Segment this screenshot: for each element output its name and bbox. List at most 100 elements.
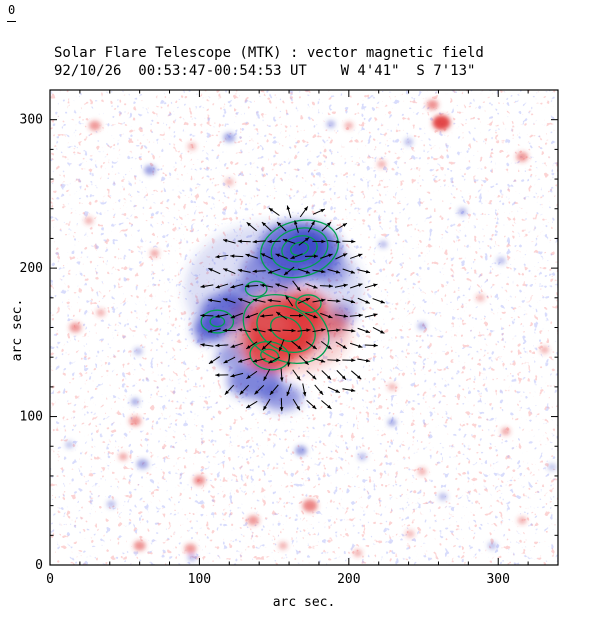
vector-arrowhead: [276, 311, 281, 316]
vector-arrowhead: [350, 270, 355, 274]
vector-arrowhead: [351, 239, 356, 244]
vector-arrowhead: [263, 376, 268, 381]
x-tick-label: 300: [486, 572, 509, 587]
contour-ring: [270, 315, 303, 342]
vector-arrowhead: [321, 328, 326, 332]
vector-arrowhead: [303, 206, 308, 211]
contour-ring: [244, 280, 268, 298]
vector-arrowhead: [252, 298, 258, 302]
vector-arrowhead: [380, 299, 385, 304]
y-tick-label: 300: [20, 113, 43, 128]
vector-arrowhead: [267, 239, 272, 244]
vector-arrowhead: [268, 359, 273, 364]
vector-arrowhead: [342, 223, 347, 227]
y-axis-label: arc sec.: [10, 298, 25, 362]
vector-arrowhead: [267, 328, 272, 333]
vector-arrowhead: [312, 345, 317, 350]
vector-arrowhead: [200, 284, 205, 289]
vector-arrowhead: [290, 255, 295, 259]
x-axis-label: arc sec.: [272, 595, 336, 610]
vector-arrowhead: [230, 314, 236, 319]
vector-arrowhead: [252, 328, 258, 332]
vector-arrowhead: [365, 329, 370, 334]
y-tick-label: 0: [35, 558, 43, 573]
vector-arrowhead: [252, 358, 258, 363]
vector-arrowhead: [302, 391, 307, 397]
vector-arrowhead: [313, 254, 318, 259]
contour-ring: [260, 219, 339, 279]
vector-arrowhead: [380, 330, 385, 334]
vector-arrowhead: [215, 284, 220, 289]
contour-ring: [256, 305, 316, 353]
vector-arrowhead: [365, 358, 371, 363]
vector-arrowhead: [282, 238, 288, 243]
vector-arrowhead: [350, 388, 356, 393]
vector-arrowhead: [239, 390, 244, 395]
vector-arrowhead: [223, 359, 228, 364]
x-tick-label: 100: [188, 572, 211, 587]
vector-arrowhead: [263, 405, 267, 411]
vector-arrowhead: [200, 313, 205, 318]
vector-arrowhead: [246, 222, 251, 227]
vector-arrowhead: [223, 268, 228, 272]
vector-arrowhead: [373, 283, 378, 288]
vector-arrowhead: [336, 358, 341, 363]
contour-ring: [295, 294, 322, 314]
contour-ring: [242, 294, 330, 364]
vector-arrowhead: [267, 298, 272, 303]
vector-arrowhead: [238, 359, 243, 363]
vector-arrowhead: [342, 345, 347, 349]
vector-arrowhead: [299, 313, 304, 318]
vector-arrowhead: [327, 404, 332, 409]
scattered-polarity-blobs: [64, 99, 557, 562]
tick-labels: 0 100 200 300 0 100 200 300: [20, 113, 510, 587]
vector-arrowhead: [297, 345, 302, 350]
vector-arrowhead: [230, 373, 235, 378]
vector-arrowhead: [223, 298, 228, 302]
vector-arrowhead: [327, 345, 332, 350]
plot-title: Solar Flare Telescope (MTK) : vector mag…: [54, 45, 484, 61]
vector-arrowhead: [326, 221, 332, 227]
vector-arrowhead: [237, 239, 242, 244]
vector-arrowhead: [304, 237, 310, 242]
vector-arrowhead: [208, 329, 213, 333]
vector-arrowhead: [294, 220, 298, 225]
contour-ring: [200, 309, 235, 334]
vector-arrowhead: [296, 405, 300, 411]
vector-arrowhead: [328, 253, 333, 258]
vector-arrowhead: [343, 283, 348, 288]
vector-arrowhead: [246, 345, 251, 349]
vector-arrowhead: [342, 253, 348, 257]
vector-arrowhead: [278, 346, 283, 352]
vector-arrowhead: [320, 209, 325, 213]
vector-arrowhead: [336, 299, 341, 303]
vector-arrowhead: [223, 239, 228, 243]
vector-arrowhead: [254, 390, 259, 395]
y-tick-label: 200: [20, 261, 43, 276]
corner-zero-label: 0: [8, 3, 16, 17]
vector-arrowhead: [224, 390, 229, 395]
vector-arrowhead: [215, 373, 220, 377]
vector-arrowhead: [261, 345, 267, 350]
vector-arrowhead: [313, 285, 318, 289]
contour-ring: [281, 235, 318, 263]
vector-arrowhead: [357, 375, 362, 380]
vector-arrowhead: [343, 314, 348, 318]
vector-arrowhead: [305, 270, 311, 274]
vector-arrowhead: [296, 286, 301, 292]
vector-arrowhead: [275, 253, 280, 258]
vector-arrowhead: [275, 283, 280, 287]
x-tick-label: 200: [337, 572, 360, 587]
vector-arrowhead: [208, 360, 214, 364]
vector-arrowhead: [245, 253, 250, 258]
x-tick-label: 0: [46, 572, 54, 587]
vector-arrowhead: [321, 269, 326, 274]
vector-arrowhead: [279, 377, 284, 382]
y-tick-label: 100: [20, 410, 43, 425]
vector-arrowhead: [267, 270, 273, 274]
vector-arrowhead: [208, 268, 213, 272]
vector-arrowhead: [328, 314, 333, 319]
vector-arrowhead: [285, 295, 290, 300]
vector-arrowhead: [311, 220, 315, 226]
